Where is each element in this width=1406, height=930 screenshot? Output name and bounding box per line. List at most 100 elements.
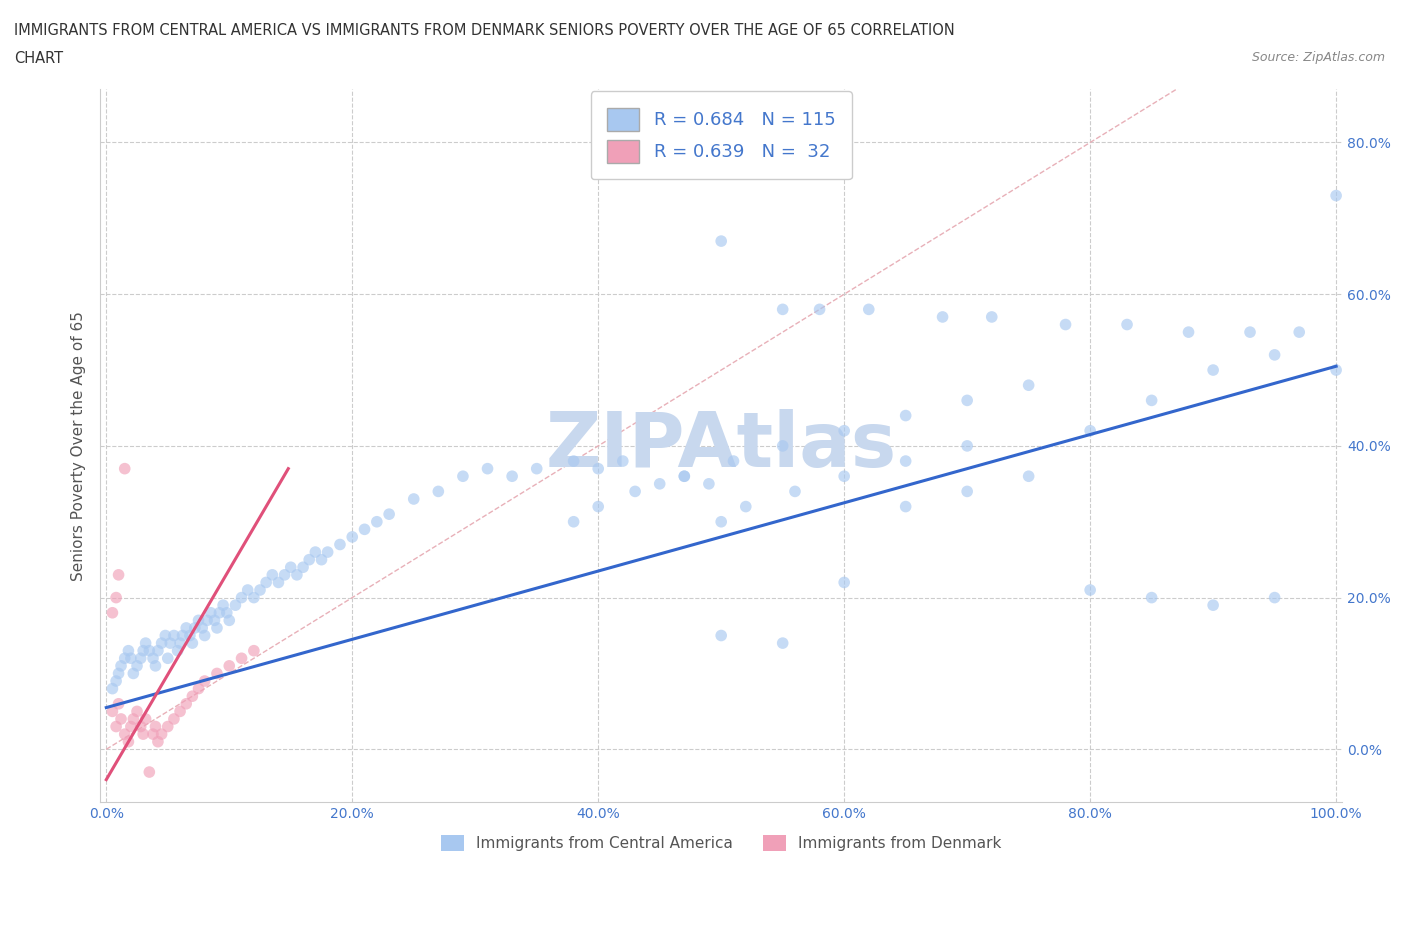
Point bbox=[624, 484, 647, 498]
Point bbox=[212, 598, 235, 613]
Point bbox=[205, 666, 228, 681]
Point bbox=[114, 651, 136, 666]
Point bbox=[187, 681, 209, 696]
Point bbox=[129, 651, 152, 666]
Point bbox=[107, 697, 129, 711]
Point bbox=[110, 711, 132, 726]
Point bbox=[1288, 325, 1310, 339]
Point bbox=[1177, 325, 1199, 339]
Point bbox=[194, 673, 217, 688]
Point bbox=[783, 484, 806, 498]
Point bbox=[956, 484, 979, 498]
Point bbox=[215, 605, 238, 620]
Point bbox=[353, 522, 375, 537]
Point bbox=[132, 726, 155, 741]
Point bbox=[105, 719, 128, 734]
Point bbox=[142, 651, 165, 666]
Point bbox=[1324, 363, 1347, 378]
Point bbox=[156, 651, 179, 666]
Point bbox=[562, 514, 585, 529]
Point bbox=[181, 636, 204, 651]
Point bbox=[224, 598, 246, 613]
Point bbox=[501, 469, 523, 484]
Point bbox=[1054, 317, 1077, 332]
Point bbox=[174, 620, 197, 635]
Point bbox=[191, 620, 214, 635]
Point bbox=[1140, 393, 1163, 408]
Point bbox=[114, 461, 136, 476]
Point bbox=[107, 666, 129, 681]
Point bbox=[1116, 317, 1139, 332]
Point bbox=[1018, 469, 1040, 484]
Point bbox=[146, 735, 169, 750]
Point bbox=[723, 454, 745, 469]
Point bbox=[772, 636, 794, 651]
Point bbox=[231, 651, 253, 666]
Point bbox=[1264, 591, 1286, 605]
Point bbox=[710, 514, 733, 529]
Point bbox=[562, 454, 585, 469]
Point bbox=[285, 567, 308, 582]
Point bbox=[138, 764, 160, 779]
Point bbox=[956, 393, 979, 408]
Point bbox=[316, 545, 339, 560]
Point bbox=[179, 628, 201, 643]
Point bbox=[142, 726, 165, 741]
Point bbox=[697, 476, 720, 491]
Point bbox=[1018, 378, 1040, 392]
Point bbox=[1078, 423, 1101, 438]
Point bbox=[1202, 363, 1225, 378]
Point bbox=[135, 711, 157, 726]
Point bbox=[1202, 598, 1225, 613]
Point bbox=[311, 552, 333, 567]
Point bbox=[105, 591, 128, 605]
Point bbox=[110, 658, 132, 673]
Point bbox=[101, 605, 124, 620]
Point bbox=[1324, 188, 1347, 203]
Legend: Immigrants from Central America, Immigrants from Denmark: Immigrants from Central America, Immigra… bbox=[433, 828, 1010, 859]
Point bbox=[427, 484, 450, 498]
Point bbox=[125, 704, 148, 719]
Point bbox=[710, 233, 733, 248]
Text: IMMIGRANTS FROM CENTRAL AMERICA VS IMMIGRANTS FROM DENMARK SENIORS POVERTY OVER : IMMIGRANTS FROM CENTRAL AMERICA VS IMMIG… bbox=[14, 23, 955, 38]
Point bbox=[342, 529, 364, 544]
Point bbox=[648, 476, 671, 491]
Point bbox=[894, 499, 917, 514]
Y-axis label: Seniors Poverty Over the Age of 65: Seniors Poverty Over the Age of 65 bbox=[72, 311, 86, 581]
Point bbox=[122, 666, 145, 681]
Point bbox=[832, 469, 855, 484]
Point bbox=[1140, 591, 1163, 605]
Point bbox=[159, 636, 181, 651]
Point bbox=[184, 620, 207, 635]
Point bbox=[155, 628, 177, 643]
Point bbox=[145, 658, 167, 673]
Point bbox=[218, 613, 240, 628]
Point bbox=[236, 582, 259, 597]
Point bbox=[117, 735, 139, 750]
Point bbox=[243, 591, 266, 605]
Point bbox=[526, 461, 548, 476]
Point bbox=[150, 726, 173, 741]
Point bbox=[734, 499, 756, 514]
Point bbox=[329, 537, 352, 551]
Point bbox=[132, 644, 155, 658]
Point bbox=[174, 697, 197, 711]
Point bbox=[181, 689, 204, 704]
Point bbox=[114, 726, 136, 741]
Point bbox=[129, 719, 152, 734]
Point bbox=[204, 613, 226, 628]
Point bbox=[832, 575, 855, 590]
Point bbox=[125, 658, 148, 673]
Point bbox=[280, 560, 302, 575]
Point bbox=[138, 644, 160, 658]
Point bbox=[858, 302, 880, 317]
Point bbox=[710, 628, 733, 643]
Point bbox=[146, 644, 169, 658]
Point bbox=[249, 582, 271, 597]
Point bbox=[292, 560, 315, 575]
Point bbox=[163, 628, 186, 643]
Point bbox=[101, 681, 124, 696]
Text: Source: ZipAtlas.com: Source: ZipAtlas.com bbox=[1251, 51, 1385, 64]
Point bbox=[931, 310, 953, 325]
Point bbox=[195, 613, 218, 628]
